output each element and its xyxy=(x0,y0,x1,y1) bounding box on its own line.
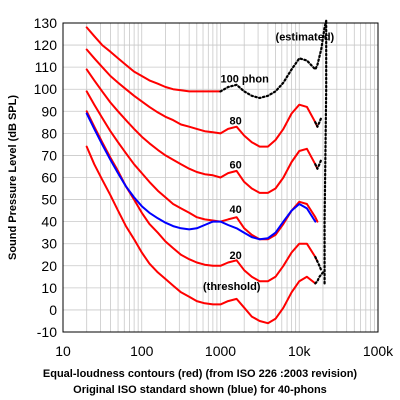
series-line-40-phon-original-iso- xyxy=(85,112,317,241)
series-line-20 xyxy=(85,110,319,283)
series-line-20-estimated- xyxy=(314,255,323,272)
series-line-estimated-limit xyxy=(323,19,328,285)
y-tick-label: 80 xyxy=(41,125,57,141)
series-line-80-estimated- xyxy=(314,116,323,128)
curve-annotation: 60 xyxy=(229,160,241,172)
curve-annotation: (threshold) xyxy=(203,281,261,293)
curve-annotation: (estimated) xyxy=(276,32,335,44)
series-line-threshold xyxy=(85,145,317,325)
y-tick-label: 90 xyxy=(41,103,57,119)
y-tick-label: 110 xyxy=(35,59,58,75)
series-line-100-phon-estimated- xyxy=(219,19,328,100)
tick-labels: -10 0 10 20 30 40 50 60 70 80 90 100 110 120 130 10 100 1… xyxy=(34,15,395,359)
series-line-40 xyxy=(85,90,319,241)
y-tick-label: 50 xyxy=(41,192,57,208)
caption-line-1: Equal-loudness contours (red) (from ISO … xyxy=(43,368,358,380)
series-line-60 xyxy=(85,68,319,194)
x-tick-label: 10k xyxy=(288,343,312,359)
x-tick-label: 10 xyxy=(55,343,71,359)
series-group xyxy=(85,19,328,325)
x-tick-label: 100 xyxy=(130,343,154,359)
y-tick-label: 30 xyxy=(41,236,57,252)
series-line-60-estimated- xyxy=(314,158,323,170)
x-tick-label: 1000 xyxy=(205,343,236,359)
y-tick-label: 130 xyxy=(34,15,58,31)
curve-annotation: 20 xyxy=(229,250,241,262)
series-line-80 xyxy=(85,48,319,148)
y-tick-label: 20 xyxy=(41,258,57,274)
y-axis-label: Sound Pressure Level (dB SPL) xyxy=(7,95,19,260)
annotations: (estimated) 100 phon 80 60 40 20 (threshold) xyxy=(203,32,335,293)
y-tick-label: 70 xyxy=(41,147,57,163)
y-tick-label: 60 xyxy=(41,170,57,186)
series-line-threshold-estimated- xyxy=(314,271,325,285)
y-tick-label: 100 xyxy=(34,81,58,97)
plot-frame xyxy=(62,22,379,333)
y-tick-label: 40 xyxy=(41,214,57,230)
x-tick-label: 100k xyxy=(363,343,394,359)
y-tick-label: 0 xyxy=(49,302,57,318)
curve-annotation: 80 xyxy=(229,116,241,128)
curve-annotation: 40 xyxy=(229,204,241,216)
y-tick-label: 120 xyxy=(34,37,58,53)
y-tick-label: 10 xyxy=(41,280,57,296)
curve-annotation: 100 phon xyxy=(221,74,270,86)
y-tick-label: -10 xyxy=(37,324,57,340)
caption-line-2: Original ISO standard shown (blue) for 4… xyxy=(73,384,327,396)
series-line-100-phon xyxy=(85,26,222,93)
